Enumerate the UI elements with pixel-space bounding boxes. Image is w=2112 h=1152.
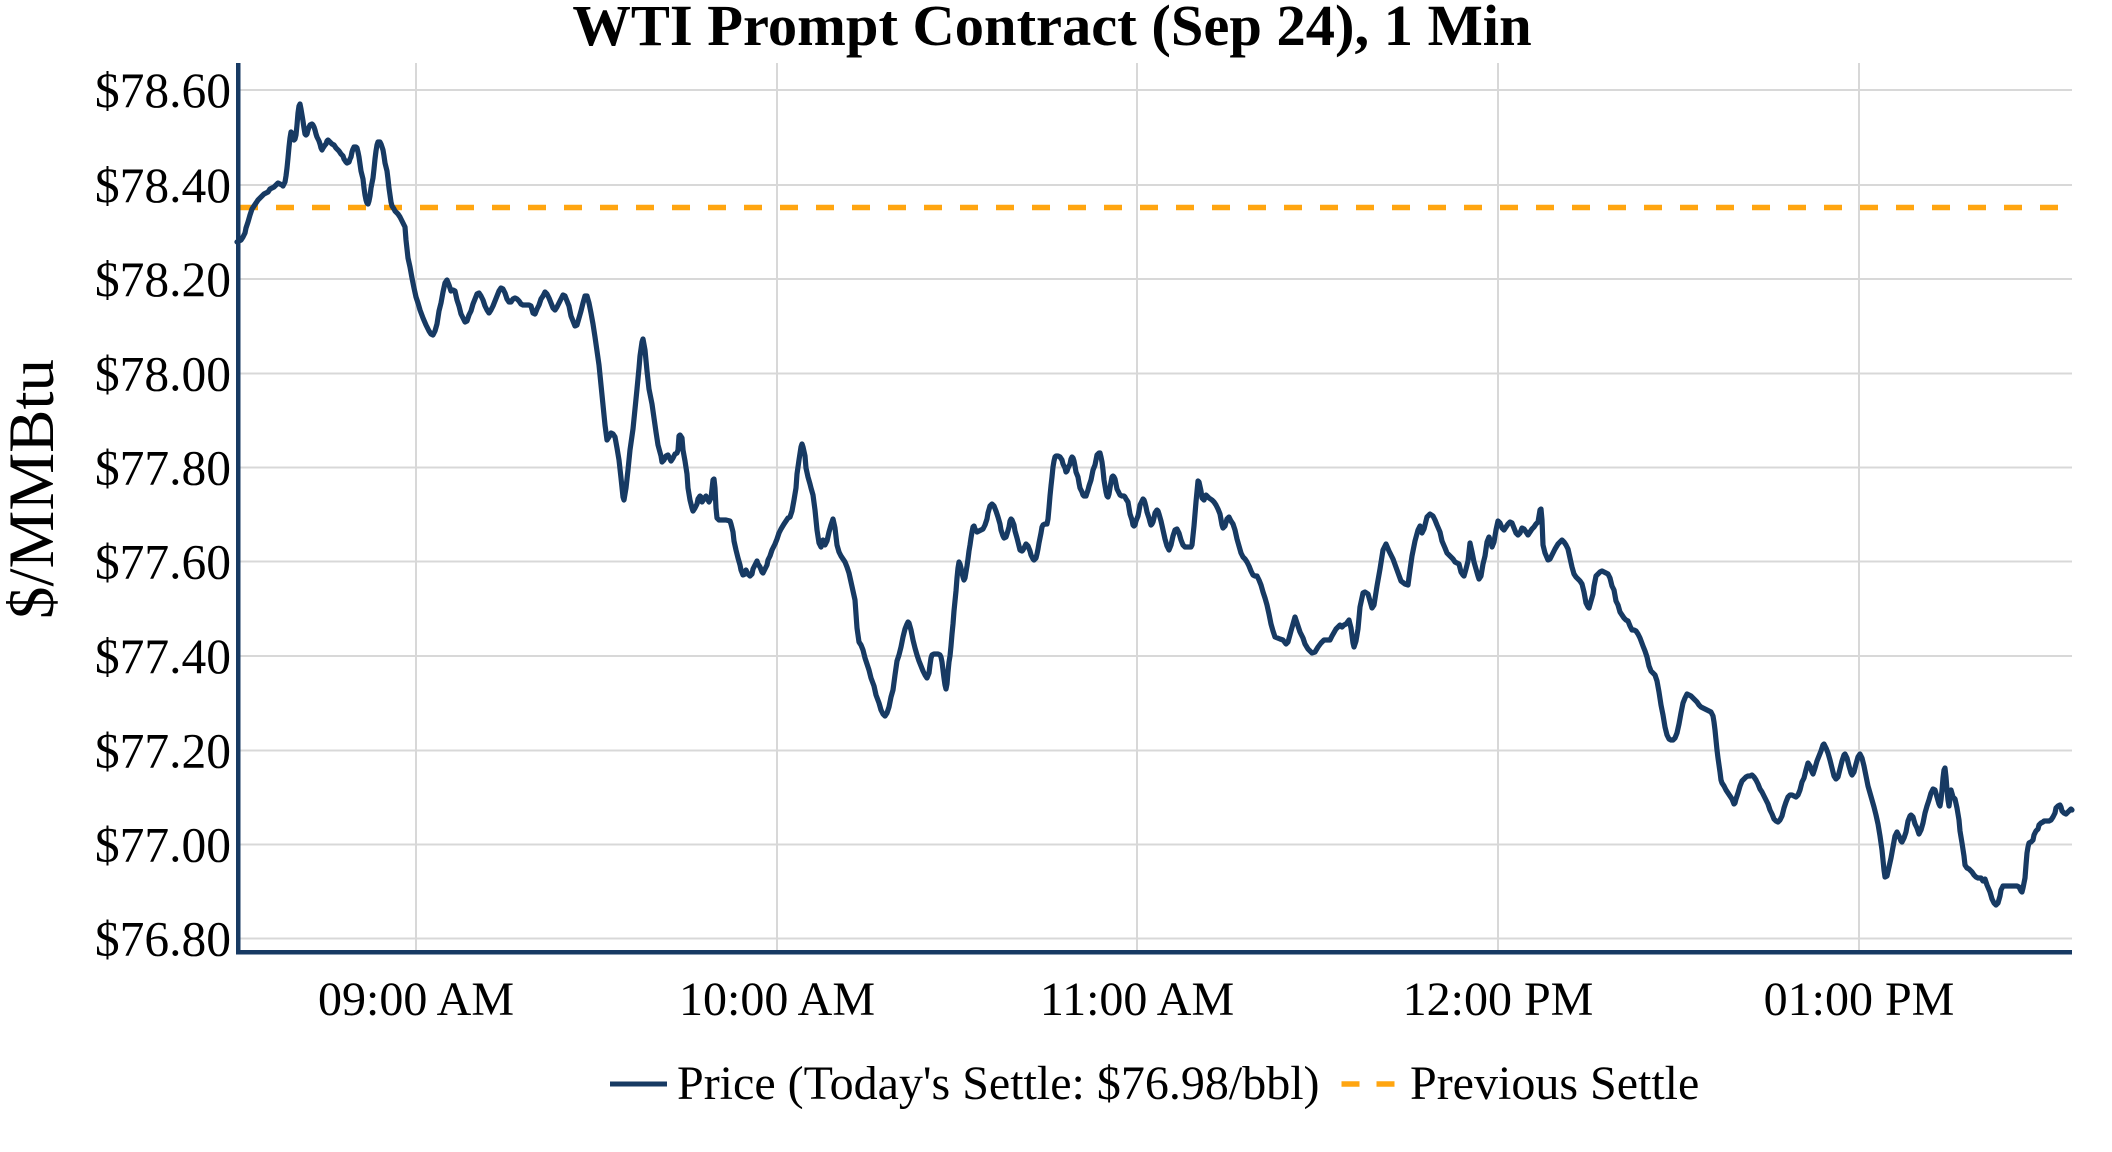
svg-text:$77.20: $77.20 xyxy=(95,724,231,779)
svg-text:12:00 PM: 12:00 PM xyxy=(1403,973,1594,1026)
svg-text:10:00 AM: 10:00 AM xyxy=(679,973,875,1026)
svg-text:$77.60: $77.60 xyxy=(95,535,231,590)
svg-text:Price (Today's Settle: $76.98/: Price (Today's Settle: $76.98/bbl) xyxy=(677,1057,1320,1110)
svg-text:09:00 AM: 09:00 AM xyxy=(318,973,514,1026)
svg-text:Previous Settle: Previous Settle xyxy=(1410,1057,1699,1110)
svg-text:WTI Prompt Contract (Sep 24),: WTI Prompt Contract (Sep 24), 1 Min xyxy=(572,0,1531,58)
svg-text:$78.60: $78.60 xyxy=(95,63,231,118)
svg-text:$77.80: $77.80 xyxy=(95,441,231,496)
svg-text:$/MMBtu: $/MMBtu xyxy=(0,359,68,619)
svg-text:$77.40: $77.40 xyxy=(95,629,231,684)
svg-text:$78.40: $78.40 xyxy=(95,158,231,213)
svg-text:11:00 AM: 11:00 AM xyxy=(1040,973,1234,1026)
svg-text:$78.00: $78.00 xyxy=(95,347,231,402)
svg-text:$76.80: $76.80 xyxy=(95,912,231,967)
svg-text:01:00 PM: 01:00 PM xyxy=(1764,973,1955,1026)
svg-text:$78.20: $78.20 xyxy=(95,252,231,307)
svg-text:$77.00: $77.00 xyxy=(95,818,231,873)
